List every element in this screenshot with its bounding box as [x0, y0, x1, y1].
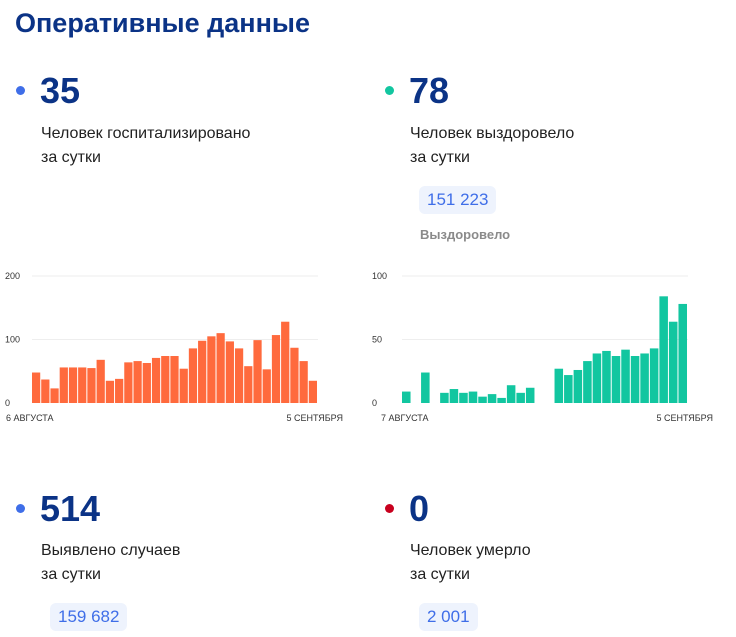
bar [124, 362, 133, 403]
y-tick-label: 0 [372, 398, 377, 408]
bar [525, 387, 535, 403]
stat-label: Человек умерло [410, 542, 531, 559]
blue-dot-icon [16, 504, 25, 513]
bar [59, 367, 68, 403]
bar [290, 347, 299, 403]
y-tick-label: 200 [5, 271, 20, 281]
bar [602, 350, 611, 403]
bar [68, 367, 78, 403]
total-badge: 151 223 [419, 186, 497, 214]
bar [188, 348, 198, 403]
y-tick-label: 50 [372, 335, 382, 345]
bar [198, 340, 207, 403]
bar [207, 336, 216, 403]
stat-label: Человек госпитализировано [41, 125, 251, 142]
bar [133, 361, 142, 403]
bar [611, 356, 621, 403]
bar [668, 321, 678, 403]
bar [678, 303, 687, 403]
bar [41, 379, 50, 403]
bar [170, 356, 179, 403]
bar [640, 353, 649, 403]
stat-value: 78 [409, 70, 450, 111]
x-start-label: 7 АВГУСТА [381, 413, 429, 423]
red-dot-icon [385, 504, 394, 513]
bar [179, 368, 188, 403]
bar [161, 356, 170, 403]
bar [32, 372, 41, 403]
bar [281, 321, 290, 403]
stat-label: за сутки [41, 149, 101, 166]
bar [142, 362, 151, 403]
bar [96, 359, 105, 403]
bar [497, 397, 506, 403]
bar [659, 296, 668, 403]
bar [244, 366, 253, 403]
bar [299, 361, 308, 403]
stat-label: за сутки [410, 566, 470, 583]
stat-label: за сутки [410, 149, 470, 166]
bar [262, 369, 271, 403]
total-badge: 2 001 [419, 603, 478, 631]
bar [478, 396, 487, 403]
recovered-chart: 0 50 100 7 АВГУСТА 5 СЕНТЯБРЯ [372, 271, 713, 423]
stat-label: Человек выздоровело [410, 125, 575, 142]
bar [440, 392, 449, 403]
bar [583, 361, 592, 403]
stat-label: за сутки [41, 566, 101, 583]
y-tick-label: 100 [5, 335, 20, 345]
bar [308, 380, 317, 403]
bar [449, 389, 459, 403]
bar [105, 380, 115, 403]
stat-value: 514 [40, 488, 101, 529]
charts: 0 100 200 6 АВГУСТА 5 СЕНТЯБРЯ 0 50 100 7 АВГУС… [5, 271, 713, 423]
bar [573, 369, 583, 403]
bar [487, 394, 497, 403]
total-badge: 159 682 [50, 603, 128, 631]
bar [630, 356, 640, 403]
bar [271, 335, 281, 403]
bar [78, 367, 87, 403]
bar [516, 392, 525, 403]
bar [506, 385, 516, 403]
x-end-label: 5 СЕНТЯБРЯ [286, 413, 343, 423]
y-tick-label: 100 [372, 271, 387, 281]
bar [421, 372, 430, 403]
bar [592, 353, 602, 403]
bar [50, 388, 59, 403]
total-label: Выздоровело [420, 227, 511, 242]
bar [468, 391, 478, 403]
bar [253, 340, 262, 403]
x-start-label: 6 АВГУСТА [6, 413, 54, 423]
bar [621, 349, 630, 403]
bar [225, 341, 234, 403]
stat-value: 35 [40, 70, 81, 111]
bar [115, 378, 124, 403]
bar [216, 333, 225, 403]
bar [564, 375, 573, 403]
bar [554, 368, 564, 403]
page-title: Оперативные данные [15, 8, 310, 38]
bar [234, 348, 244, 403]
hospitalized-chart: 0 100 200 6 АВГУСТА 5 СЕНТЯБРЯ [5, 271, 343, 423]
bar [87, 368, 96, 403]
bar [649, 348, 659, 403]
y-tick-label: 0 [5, 398, 10, 408]
bar [459, 392, 468, 403]
bar [402, 391, 411, 403]
bar [151, 357, 161, 403]
blue-dot-icon [16, 86, 25, 95]
teal-dot-icon [385, 86, 394, 95]
x-end-label: 5 СЕНТЯБРЯ [656, 413, 713, 423]
stat-value: 0 [409, 488, 430, 529]
stat-label: Выявлено случаев [41, 542, 181, 559]
